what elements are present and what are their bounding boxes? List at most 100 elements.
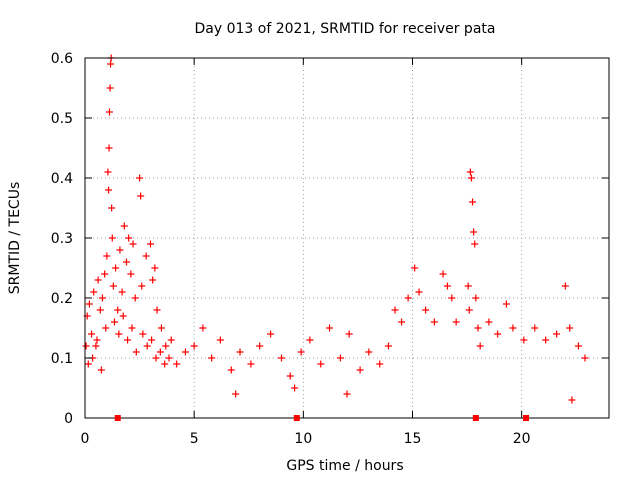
data-point [345, 330, 353, 338]
data-point [470, 228, 478, 236]
data-point [439, 270, 447, 278]
x-tick-label: 20 [513, 431, 531, 447]
data-point [199, 324, 207, 332]
data-point [109, 282, 117, 290]
data-point [502, 300, 510, 308]
y-tick-label: 0.6 [51, 51, 73, 67]
baseline-marker [293, 415, 300, 421]
y-tick-label: 0 [64, 411, 73, 427]
data-point [190, 342, 198, 350]
data-point [542, 336, 550, 344]
data-point [247, 360, 255, 368]
data-point [443, 282, 451, 290]
data-point [509, 324, 517, 332]
data-point [119, 312, 127, 320]
data-point [306, 336, 314, 344]
data-point [137, 192, 145, 200]
baseline-marker [114, 415, 121, 421]
data-point [411, 264, 419, 272]
data-point [474, 324, 482, 332]
data-point [127, 270, 135, 278]
y-tick-label: 0.2 [51, 291, 73, 307]
data-point [96, 306, 104, 314]
data-point [574, 342, 582, 350]
data-point [104, 168, 112, 176]
data-point [365, 348, 373, 356]
data-point [142, 252, 150, 260]
data-point [110, 318, 118, 326]
data-point [143, 342, 151, 350]
data-point [167, 336, 175, 344]
data-point [132, 348, 140, 356]
data-point [236, 348, 244, 356]
data-point [162, 342, 170, 350]
data-point [476, 342, 484, 350]
data-point [129, 240, 137, 248]
data-point [105, 108, 113, 116]
data-point [149, 276, 157, 284]
y-tick-label: 0.3 [51, 231, 73, 247]
x-axis-label: GPS time / hours [286, 458, 403, 474]
data-point [82, 342, 90, 350]
data-point [464, 282, 472, 290]
data-point [566, 324, 574, 332]
x-tick-label: 5 [190, 431, 199, 447]
data-point [232, 390, 240, 398]
y-tick-label: 0.1 [51, 351, 73, 367]
data-point [136, 174, 144, 182]
data-point [147, 240, 154, 248]
data-point [128, 324, 136, 332]
data-point [216, 336, 224, 344]
data-point [161, 360, 169, 368]
data-point [115, 330, 123, 338]
data-point [105, 186, 113, 194]
data-point [356, 366, 364, 374]
data-point [103, 252, 111, 260]
x-tick-label: 0 [81, 431, 90, 447]
data-point [317, 360, 325, 368]
data-point [156, 348, 164, 356]
data-point [97, 366, 105, 374]
data-point [139, 330, 147, 338]
data-point [208, 354, 216, 362]
baseline-marker [472, 415, 479, 421]
data-point [227, 366, 235, 374]
data-point [125, 234, 133, 242]
data-point [384, 342, 392, 350]
data-point [326, 324, 334, 332]
data-point [90, 288, 98, 296]
data-point [568, 396, 576, 404]
data-point [553, 330, 561, 338]
grid-layer [85, 58, 609, 418]
points-layer [82, 54, 589, 404]
data-point [343, 390, 351, 398]
data-point [98, 294, 106, 302]
data-point [101, 270, 109, 278]
data-point [108, 234, 116, 242]
data-point [494, 330, 502, 338]
data-point [181, 348, 189, 356]
data-point [376, 360, 384, 368]
data-point [120, 222, 128, 230]
baseline-marker [523, 415, 530, 421]
data-point [398, 318, 406, 326]
baseline-markers [114, 415, 530, 421]
data-point [467, 174, 475, 182]
data-point [404, 294, 412, 302]
data-point [581, 354, 589, 362]
data-point [165, 354, 173, 362]
data-point [336, 354, 344, 362]
y-tick-label: 0.4 [51, 171, 73, 187]
data-point [471, 240, 479, 248]
data-point [102, 324, 110, 332]
data-point [92, 342, 100, 350]
data-point [124, 336, 132, 344]
data-point [94, 276, 102, 284]
data-point [415, 288, 423, 296]
data-point [151, 264, 159, 272]
data-point [108, 204, 116, 212]
x-tick-label: 10 [294, 431, 312, 447]
data-point [107, 60, 115, 68]
data-point [422, 306, 430, 314]
ticks-layer: 0 0.1 0.2 0.3 0.4 0.5 0.6 0 5 10 15 20 [51, 51, 609, 447]
